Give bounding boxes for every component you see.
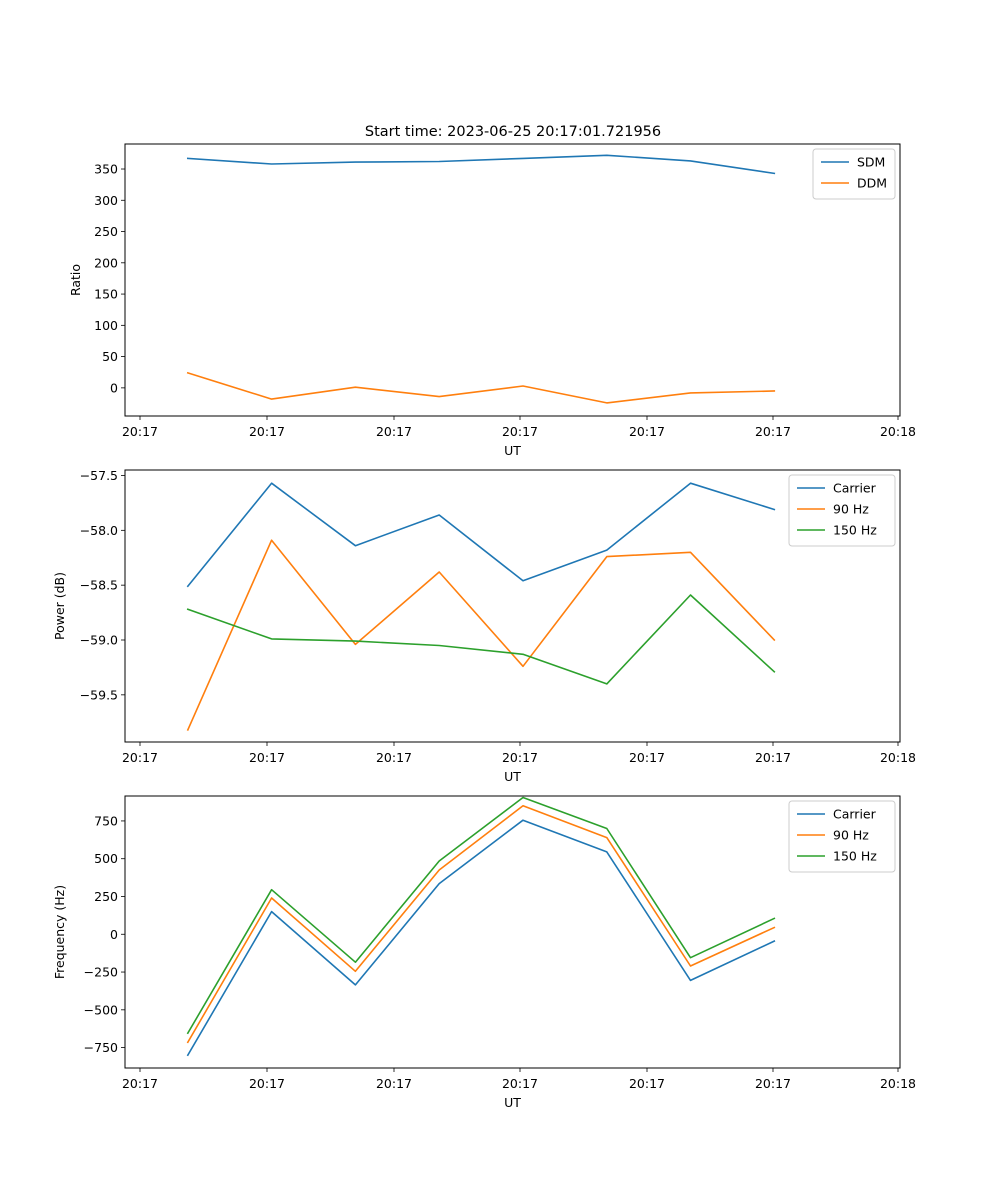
legend-label: 150 Hz xyxy=(833,523,877,538)
legend: Carrier 90 Hz 150 Hz xyxy=(788,800,896,873)
x-axis: 20:17 20:17 20:17 20:17 20:17 20:17 20:18 xyxy=(122,416,916,439)
y-tick-label: 0 xyxy=(110,927,118,942)
y-tick-label: 250 xyxy=(94,889,118,904)
y-tick-label: −59.0 xyxy=(80,633,118,648)
axes-frame xyxy=(124,469,901,743)
y-tick-label: 300 xyxy=(94,193,118,208)
x-tick-label: 20:18 xyxy=(880,424,916,439)
x-tick-label: 20:17 xyxy=(502,424,538,439)
legend-label: DDM xyxy=(857,176,887,191)
axes-frame xyxy=(124,143,901,417)
x-tick-label: 20:17 xyxy=(755,750,791,765)
chart-panel-2: −57.5−58.0−58.5−59.0−59.520:17 20:17 20:17… xyxy=(52,468,916,784)
y-tick-label: 50 xyxy=(102,349,118,364)
legend-label: 90 Hz xyxy=(833,502,869,517)
y-tick-label: 150 xyxy=(94,287,118,302)
x-tick-label: 20:18 xyxy=(880,750,916,765)
series-line-sdm xyxy=(186,154,776,175)
y-tick-label: 750 xyxy=(94,813,118,828)
x-axis: 20:17 20:17 20:17 20:17 20:17 20:17 20:18 xyxy=(122,1068,916,1091)
x-tick-label: 20:17 xyxy=(502,1076,538,1091)
x-tick-label: 20:17 xyxy=(502,750,538,765)
x-axis-label: UT xyxy=(504,443,521,458)
y-tick-label: −59.5 xyxy=(80,687,118,702)
x-axis: 20:17 20:17 20:17 20:17 20:17 20:17 20:18 xyxy=(122,742,916,765)
x-tick-label: 20:17 xyxy=(122,1076,158,1091)
axes-frame xyxy=(124,795,901,1069)
y-tick-label: −750 xyxy=(84,1040,118,1055)
legend-label: 90 Hz xyxy=(833,828,869,843)
x-tick-label: 20:17 xyxy=(629,1076,665,1091)
y-axis: 0 50 100 150 200 250 300 350 xyxy=(94,162,125,395)
series-line-90-hz xyxy=(186,804,776,1044)
x-tick-label: 20:17 xyxy=(122,750,158,765)
x-tick-label: 20:17 xyxy=(249,1076,285,1091)
x-tick-label: 20:17 xyxy=(376,424,412,439)
legend-box xyxy=(788,474,896,547)
y-axis-label: Frequency (Hz) xyxy=(52,885,67,979)
series-line-90-hz xyxy=(186,539,776,731)
y-tick-label: −57.5 xyxy=(80,468,118,483)
y-tick-label: 100 xyxy=(94,318,118,333)
y-axis-label: Power (dB) xyxy=(52,572,67,640)
series-line-ddm xyxy=(186,371,776,404)
y-tick-label: 200 xyxy=(94,255,118,270)
y-tick-label: 0 xyxy=(110,380,118,395)
figure-title: Start time: 2023-06-25 20:17:01.721956 xyxy=(365,124,661,140)
x-tick-label: 20:17 xyxy=(122,424,158,439)
y-tick-label: 250 xyxy=(94,224,118,239)
y-tick-label: −250 xyxy=(84,965,118,980)
x-tick-label: 20:18 xyxy=(880,1076,916,1091)
x-axis-label: UT xyxy=(504,769,521,784)
x-tick-label: 20:17 xyxy=(755,1076,791,1091)
series-line-carrier xyxy=(186,482,776,588)
y-tick-label: 500 xyxy=(94,851,118,866)
x-tick-label: 20:17 xyxy=(376,750,412,765)
legend-label: Carrier xyxy=(833,481,877,496)
x-axis-label: UT xyxy=(504,1095,521,1110)
legend: Carrier 90 Hz 150 Hz xyxy=(788,474,896,547)
legend-label: SDM xyxy=(857,155,885,170)
x-tick-label: 20:17 xyxy=(249,424,285,439)
y-tick-label: −58.0 xyxy=(80,523,118,538)
y-tick-label: −500 xyxy=(84,1002,118,1017)
y-axis: −750 −500 −250 0 250 500 750 xyxy=(84,813,125,1055)
y-axis: −57.5 −58.0 −58.5 −59.0 −59.5 xyxy=(80,468,125,702)
legend-label: 150 Hz xyxy=(833,849,877,864)
x-tick-label: 20:17 xyxy=(376,1076,412,1091)
series-line-150-hz xyxy=(186,594,776,685)
x-tick-label: 20:17 xyxy=(629,750,665,765)
series-line-150-hz xyxy=(186,796,776,1035)
series-line-carrier xyxy=(186,819,776,1057)
legend-label: Carrier xyxy=(833,807,877,822)
x-tick-label: 20:17 xyxy=(629,424,665,439)
legend: SDM DDM xyxy=(812,148,896,200)
legend-box xyxy=(788,800,896,873)
y-axis-label: Ratio xyxy=(68,264,83,296)
x-tick-label: 20:17 xyxy=(755,424,791,439)
y-tick-label: 350 xyxy=(94,162,118,177)
x-tick-label: 20:17 xyxy=(249,750,285,765)
y-tick-label: −58.5 xyxy=(80,578,118,593)
